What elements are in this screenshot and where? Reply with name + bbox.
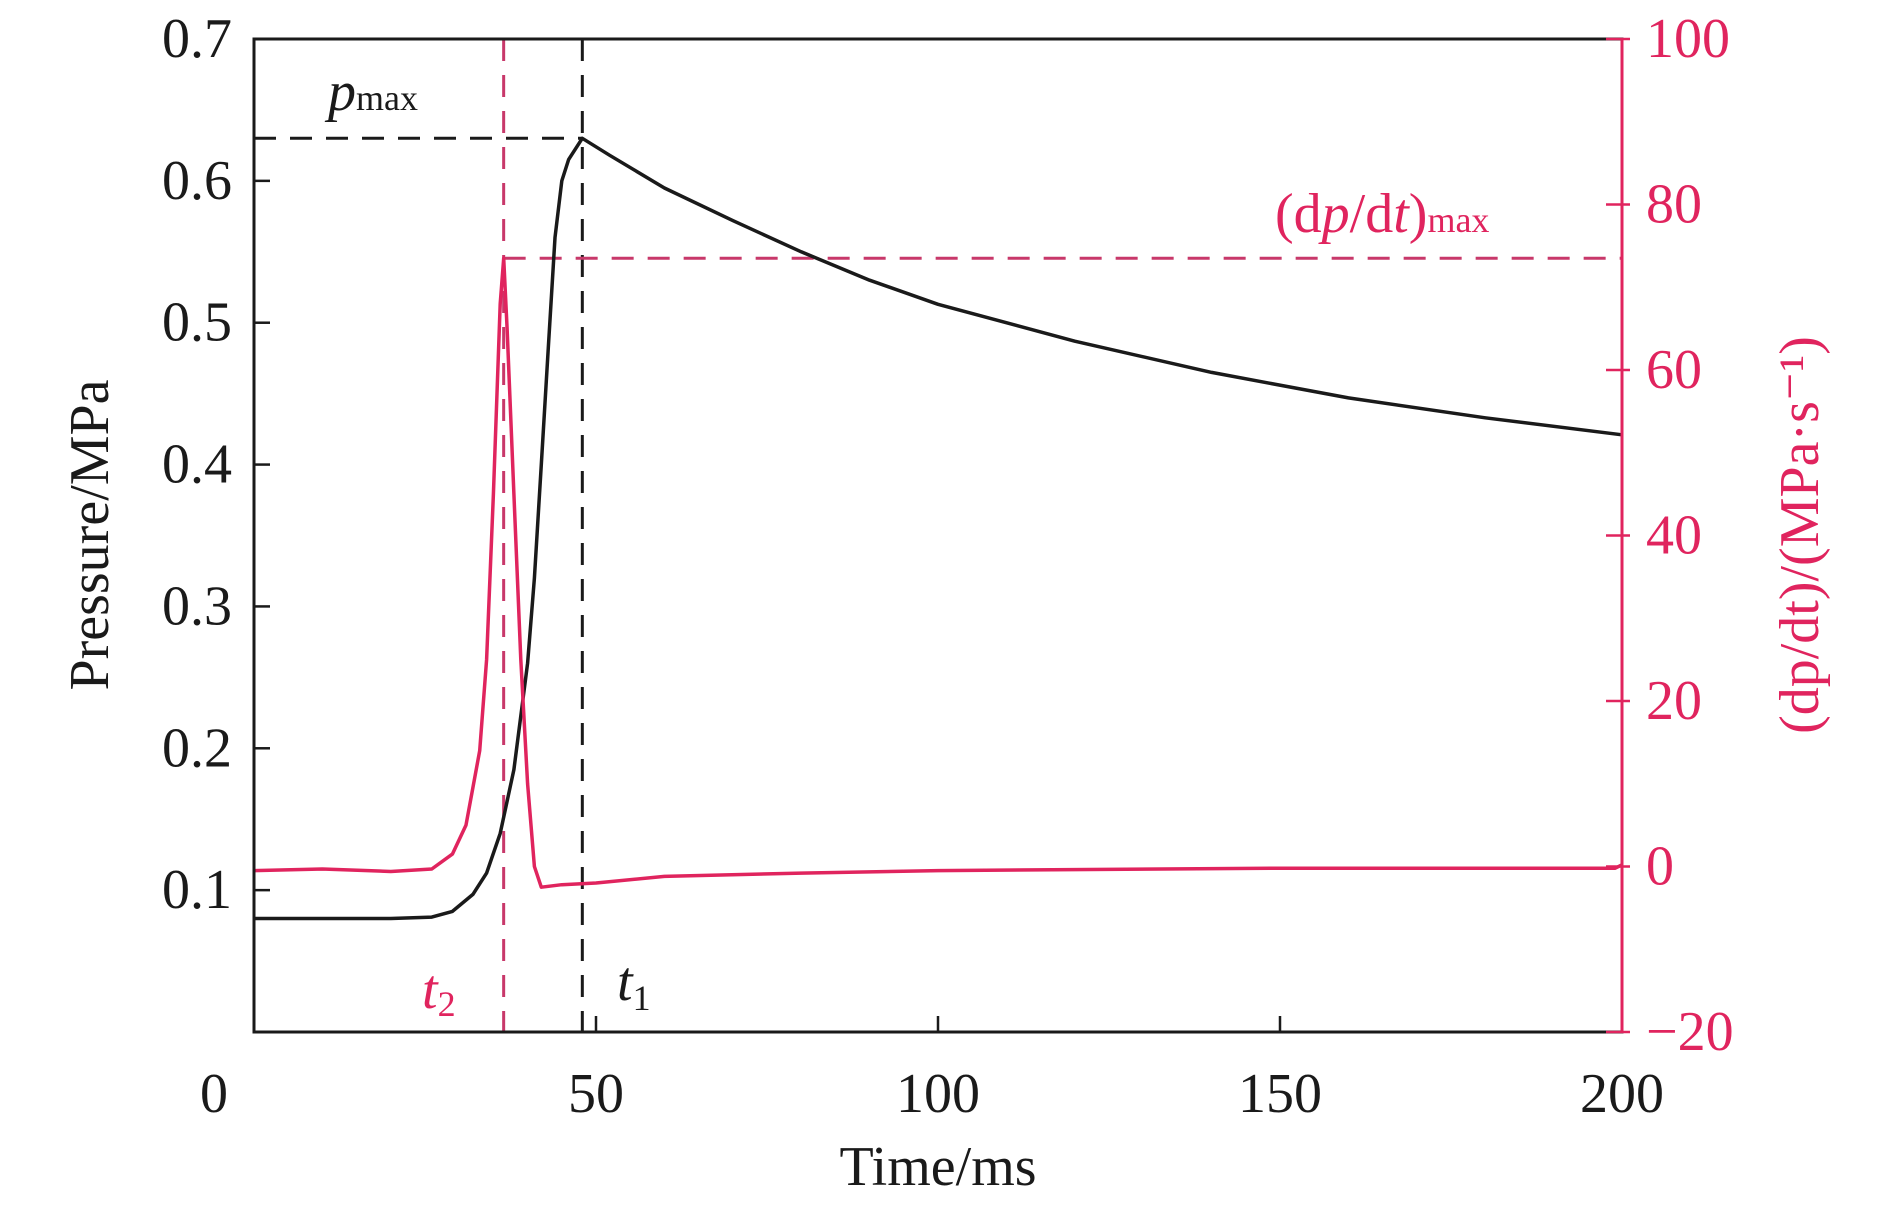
y-left-tick-label: 0.5 <box>162 292 232 354</box>
y-right-axis-label: (dp/dt)/(MPa·s⁻¹) <box>1769 336 1831 734</box>
x-tick-label: 150 <box>1238 1063 1322 1125</box>
y-right-tick-label: −20 <box>1646 1001 1734 1063</box>
x-tick-label: 200 <box>1580 1063 1664 1125</box>
y-left-tick-label: 0.7 <box>162 8 232 70</box>
y-left-tick-label: 0.4 <box>162 434 232 496</box>
y-left-tick-label: 0.1 <box>162 859 232 921</box>
t2-annotation: t2 <box>422 959 456 1024</box>
t1-annotation: t1 <box>617 951 651 1018</box>
x-tick-label: 100 <box>896 1063 980 1125</box>
y-left-tick-label: 0.2 <box>162 717 232 779</box>
y-right-tick-label: 80 <box>1646 174 1702 236</box>
y-left-tick-label: 0.3 <box>162 575 232 637</box>
x-axis-label: Time/ms <box>839 1136 1036 1198</box>
y-right-tick-label: 0 <box>1646 836 1674 898</box>
y-right-tick-label: 20 <box>1646 670 1702 732</box>
x-tick-label: 50 <box>568 1063 624 1125</box>
y-right-tick-label: 60 <box>1646 339 1702 401</box>
dpdt-line <box>253 256 1623 889</box>
y-right-tick-label: 40 <box>1646 505 1702 567</box>
y-left-axis-label: Pressure/MPa <box>59 379 121 690</box>
y-left-tick-label: 0.6 <box>162 150 232 212</box>
pmax-annotation: pmax <box>324 61 418 123</box>
pressure-line <box>254 136 1623 921</box>
dpdt-max-annotation: (dp/dt)max <box>1275 183 1489 245</box>
y-right-tick-label: 100 <box>1646 8 1730 70</box>
x-tick-label: 0 <box>200 1063 228 1125</box>
